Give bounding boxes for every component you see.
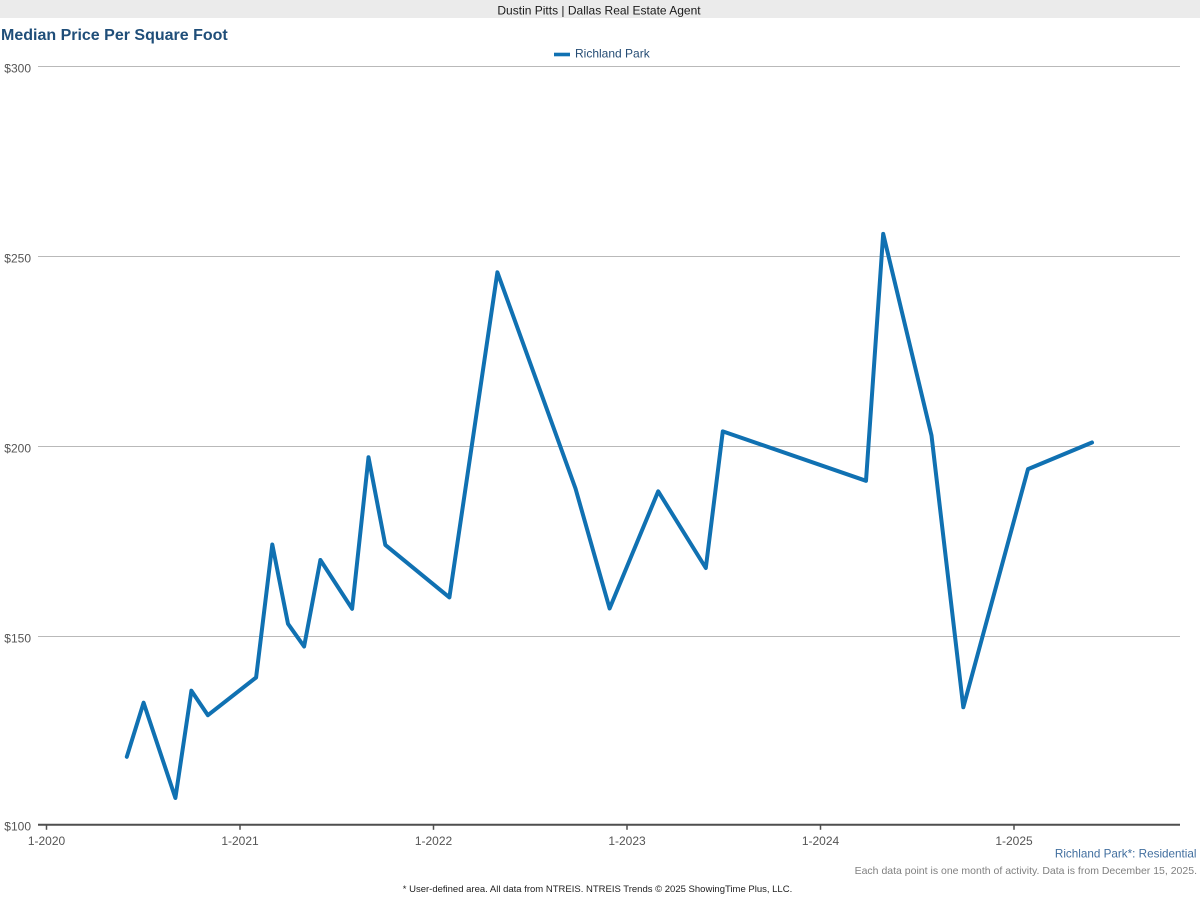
svg-text:1-2021: 1-2021 [221,834,259,848]
svg-text:1-2020: 1-2020 [28,834,66,848]
svg-text:1-2023: 1-2023 [608,834,646,848]
svg-text:Richland Park: Richland Park [575,46,651,60]
svg-text:1-2022: 1-2022 [415,834,453,848]
svg-text:$250: $250 [4,252,31,266]
svg-text:Richland Park*: Residential: Richland Park*: Residential [1055,848,1197,861]
svg-text:$300: $300 [4,62,31,76]
svg-text:Each data point is one month o: Each data point is one month of activity… [855,865,1197,877]
svg-text:Median Price Per Square Foot: Median Price Per Square Foot [1,27,228,44]
svg-text:* User-defined area. All data: * User-defined area. All data from NTREI… [403,884,792,895]
svg-text:Dustin Pitts | Dallas Real Est: Dustin Pitts | Dallas Real Estate Agent [497,4,701,18]
svg-text:1-2024: 1-2024 [802,834,840,848]
svg-text:1-2025: 1-2025 [995,834,1033,848]
svg-text:$200: $200 [4,442,31,456]
svg-text:$150: $150 [4,632,31,646]
svg-text:$100: $100 [4,820,31,834]
